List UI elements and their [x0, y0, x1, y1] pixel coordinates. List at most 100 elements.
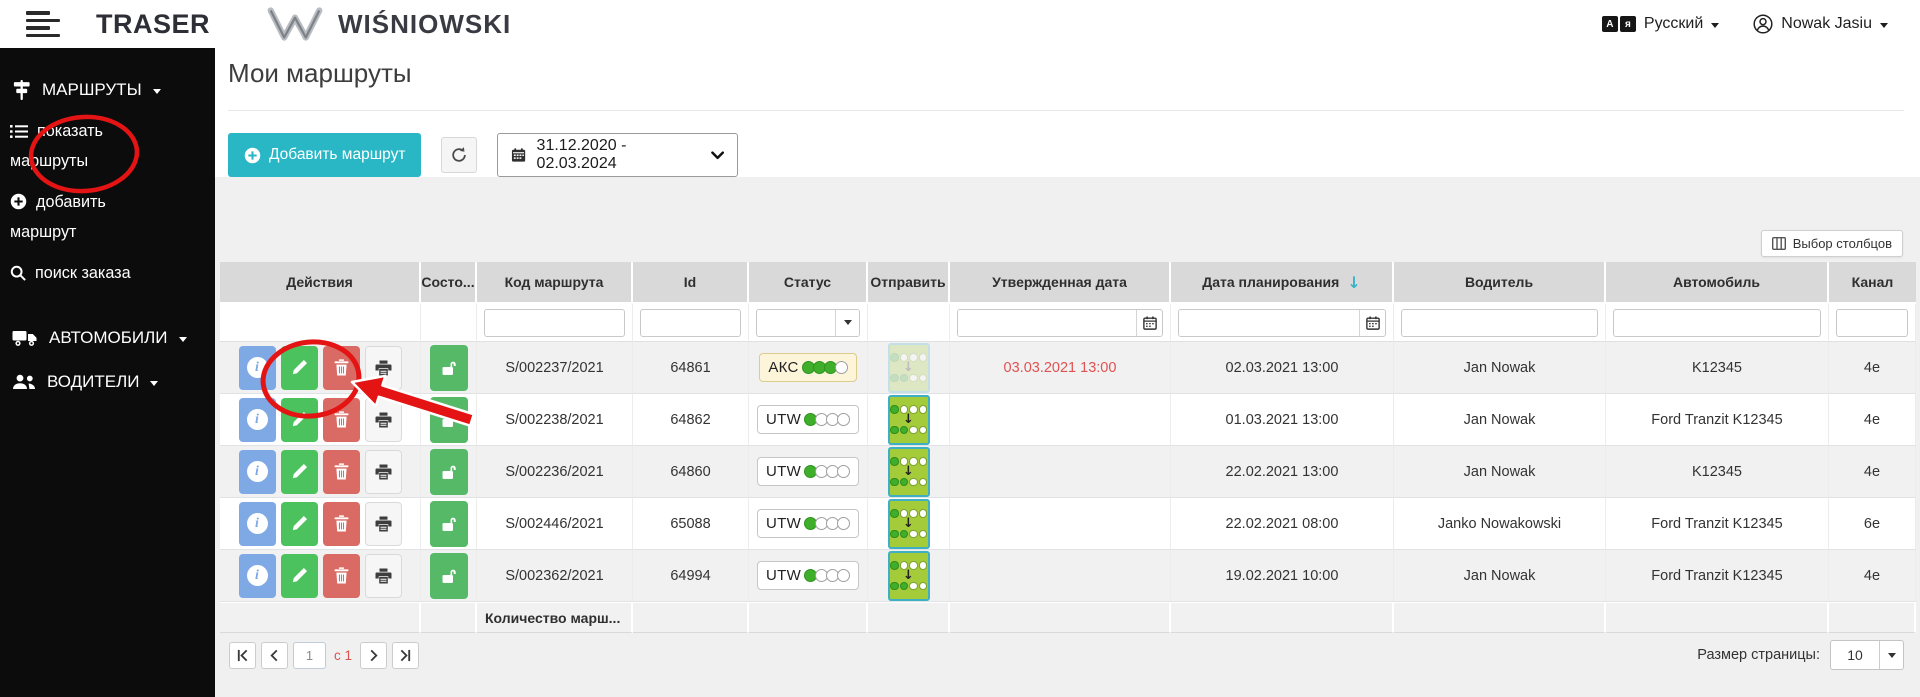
menu-toggle-icon[interactable]: [26, 11, 60, 37]
printer-icon: [375, 464, 391, 479]
print-button[interactable]: [364, 397, 402, 442]
info-button[interactable]: i: [238, 501, 276, 546]
send-route-button[interactable]: ↓: [887, 394, 930, 445]
cell-planning-date: 01.03.2021 13:00: [1171, 394, 1394, 446]
user-menu[interactable]: Nowak Jasiu: [1753, 14, 1888, 34]
unlock-state-button[interactable]: [429, 552, 468, 599]
delete-button[interactable]: [322, 397, 360, 442]
send-route-button[interactable]: ↓: [887, 498, 930, 549]
print-button[interactable]: [364, 449, 402, 494]
column-header-code[interactable]: Код маршрута: [477, 262, 633, 304]
column-header-actions[interactable]: Действия: [220, 262, 421, 304]
send-route-button[interactable]: ↓: [887, 446, 930, 497]
cell-planning-date: 02.03.2021 13:00: [1171, 342, 1394, 394]
column-header-channel[interactable]: Канал: [1829, 262, 1916, 304]
delete-button[interactable]: [322, 553, 360, 598]
first-page-button[interactable]: [229, 642, 256, 669]
sidebar-item-drivers[interactable]: ВОДИТЕЛИ: [0, 360, 215, 404]
last-page-button[interactable]: [392, 642, 420, 669]
routes-table: Действия Состо... Код маршрута Id Статус Отпр…: [220, 262, 1916, 633]
page-size-select[interactable]: 10: [1830, 640, 1904, 670]
pencil-icon: [292, 463, 307, 479]
print-button[interactable]: [364, 501, 402, 546]
truck-icon: [12, 331, 37, 346]
sidebar-item-add-route[interactable]: добавить маршрут: [10, 189, 172, 246]
next-page-button[interactable]: [360, 642, 388, 669]
date-range-picker[interactable]: 31.12.2020 - 02.03.2024: [497, 133, 739, 177]
page-number-input[interactable]: [293, 642, 326, 669]
filter-channel-input[interactable]: [1836, 308, 1908, 337]
filter-approved-input[interactable]: [958, 309, 1136, 336]
column-header-planning[interactable]: Дата планирования ↓: [1171, 262, 1394, 304]
sidebar-item-search-order[interactable]: поиск заказа: [10, 260, 172, 290]
edit-button[interactable]: [280, 397, 318, 442]
column-header-vehicle[interactable]: Автомобиль: [1606, 262, 1829, 304]
prev-page-button[interactable]: [261, 642, 288, 669]
arrow-down-icon: ↓: [903, 463, 914, 479]
unlock-state-button[interactable]: [429, 396, 468, 443]
pencil-icon: [292, 567, 307, 583]
info-button[interactable]: i: [238, 397, 276, 442]
filter-status-select[interactable]: [756, 308, 860, 337]
printer-icon: [375, 412, 391, 427]
column-header-id[interactable]: Id: [633, 262, 749, 304]
calendar-button[interactable]: [1136, 309, 1162, 336]
cell-planning-date: 19.02.2021 10:00: [1171, 550, 1394, 602]
status-badge: UTW: [756, 509, 860, 538]
info-icon: i: [246, 409, 268, 430]
delete-button[interactable]: [322, 449, 360, 494]
info-icon: i: [246, 461, 268, 482]
cell-approved-date: [950, 446, 1171, 498]
chevron-left-icon: [270, 649, 278, 662]
sidebar-item-vehicles[interactable]: АВТОМОБИЛИ: [0, 316, 215, 360]
calendar-button[interactable]: [1359, 309, 1385, 336]
edit-button[interactable]: [280, 345, 318, 390]
send-route-button[interactable]: ↓: [887, 550, 930, 601]
column-header-approved[interactable]: Утвержденная дата: [950, 262, 1171, 304]
column-chooser-label: Выбор столбцов: [1792, 236, 1892, 251]
filter-code-input[interactable]: [484, 308, 625, 337]
sidebar-item-routes[interactable]: МАРШРУТЫ: [0, 68, 215, 112]
unlock-state-button[interactable]: [429, 448, 468, 495]
filter-id-input[interactable]: [640, 308, 741, 337]
print-button[interactable]: [364, 345, 402, 390]
edit-button[interactable]: [280, 553, 318, 598]
printer-icon: [375, 568, 391, 583]
toolbar: Добавить маршрут 31.12.2020 - 02.03.2024: [228, 133, 739, 177]
refresh-button[interactable]: [441, 137, 478, 173]
edit-button[interactable]: [280, 501, 318, 546]
info-button[interactable]: i: [238, 345, 276, 390]
filter-vehicle-input[interactable]: [1613, 308, 1821, 337]
column-header-send[interactable]: Отправить: [868, 262, 950, 304]
column-header-status[interactable]: Статус: [749, 262, 868, 304]
sidebar-item-show-routes[interactable]: показать маршруты: [10, 118, 172, 175]
delete-button[interactable]: [322, 501, 360, 546]
column-chooser-button[interactable]: Выбор столбцов: [1760, 230, 1903, 257]
search-icon: [10, 263, 26, 290]
filter-planning-input[interactable]: [1179, 309, 1359, 336]
send-route-button-disabled: ↓: [887, 342, 930, 393]
printer-icon: [375, 516, 391, 531]
print-button[interactable]: [364, 553, 402, 598]
cell-actions: i: [220, 550, 421, 602]
unlock-state-button[interactable]: [429, 344, 468, 391]
info-button[interactable]: i: [238, 449, 276, 494]
chevron-down-icon: [1711, 22, 1720, 28]
cell-route-code: S/002237/2021: [477, 342, 633, 394]
filter-driver-input[interactable]: [1401, 308, 1598, 337]
chevron-down-icon: [1879, 641, 1903, 669]
column-header-state[interactable]: Состо...: [421, 262, 477, 304]
chevron-down-icon: [178, 337, 187, 342]
status-dot: [837, 413, 851, 426]
info-button[interactable]: i: [238, 553, 276, 598]
filter-actions-empty: [220, 304, 421, 342]
cell-id: 64861: [633, 342, 749, 394]
edit-button[interactable]: [280, 449, 318, 494]
filter-send-empty: [868, 304, 950, 342]
column-header-driver[interactable]: Водитель: [1394, 262, 1606, 304]
unlock-state-button[interactable]: [429, 500, 468, 547]
add-route-button[interactable]: Добавить маршрут: [228, 133, 422, 177]
delete-button[interactable]: [322, 345, 360, 390]
